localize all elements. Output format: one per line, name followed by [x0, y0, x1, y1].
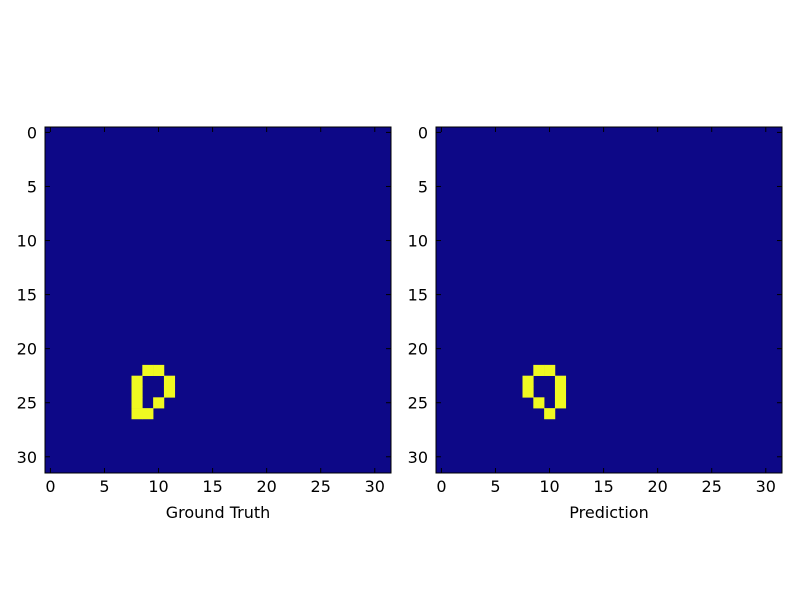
x-tick-label: 0 — [436, 477, 446, 496]
filled-cell-ground-truth — [131, 397, 143, 409]
x-tick-label: 15 — [202, 477, 222, 496]
filled-cell-ground-truth — [163, 375, 176, 387]
plot-area-ground-truth — [45, 127, 391, 473]
x-tick-label: 20 — [256, 477, 276, 496]
filled-cell-ground-truth — [153, 397, 165, 409]
x-tick-label: 15 — [593, 477, 613, 496]
y-tick-label: 10 — [17, 232, 37, 251]
x-tick-label: 10 — [539, 477, 559, 496]
filled-cell-ground-truth — [142, 364, 154, 376]
y-tick-label: 20 — [408, 340, 428, 359]
y-tick-label: 25 — [17, 394, 37, 413]
plot-area-prediction — [436, 127, 782, 473]
filled-cell-prediction — [544, 364, 556, 376]
x-tick-label: 10 — [148, 477, 168, 496]
filled-cell-prediction — [522, 375, 534, 387]
filled-cell-prediction — [533, 397, 545, 409]
y-tick-label: 30 — [408, 448, 428, 467]
x-tick-label: 30 — [756, 477, 776, 496]
filled-cell-ground-truth — [131, 408, 143, 420]
y-tick-label: 25 — [408, 394, 428, 413]
filled-cells-prediction — [522, 364, 567, 420]
filled-cell-prediction — [554, 386, 567, 398]
x-tick-label: 20 — [647, 477, 667, 496]
x-axis-label-ground-truth: Ground Truth — [166, 503, 271, 522]
ticks-ground-truth: 0 5 10 15 20 25 30 0 5 10 15 20 25 30 — [17, 123, 391, 496]
x-axis-label-prediction: Prediction — [569, 503, 648, 522]
y-tick-label: 5 — [27, 177, 37, 196]
filled-cell-ground-truth — [153, 364, 165, 376]
filled-cell-ground-truth — [142, 408, 154, 420]
x-tick-label: 5 — [99, 477, 109, 496]
filled-cell-prediction — [554, 397, 567, 409]
x-tick-label: 25 — [702, 477, 722, 496]
filled-cell-ground-truth — [131, 386, 143, 398]
heatmap-panel-prediction: 0 5 10 15 20 25 30 0 5 10 15 20 25 30 Prediction — [408, 123, 783, 522]
filled-cell-ground-truth — [131, 375, 143, 387]
y-tick-label: 5 — [418, 177, 428, 196]
filled-cell-prediction — [533, 364, 545, 376]
x-tick-label: 30 — [365, 477, 385, 496]
y-tick-label: 0 — [27, 123, 37, 142]
y-tick-label: 10 — [408, 232, 428, 251]
filled-cell-ground-truth — [163, 386, 176, 398]
y-tick-label: 20 — [17, 340, 37, 359]
x-tick-label: 0 — [45, 477, 55, 496]
y-tick-label: 15 — [408, 286, 428, 305]
heatmap-panel-ground-truth: 0 5 10 15 20 25 30 0 5 10 15 20 25 30 Ground Truth — [17, 123, 392, 522]
x-tick-label: 5 — [490, 477, 500, 496]
filled-cell-prediction — [544, 408, 556, 420]
filled-cell-prediction — [522, 386, 534, 398]
filled-cells-ground-truth — [131, 364, 176, 420]
ticks-prediction: 0 5 10 15 20 25 30 0 5 10 15 20 25 30 — [408, 123, 782, 496]
axes-frame-ground-truth — [44, 126, 392, 474]
axes-frame-prediction — [435, 126, 783, 474]
y-tick-label: 0 — [418, 123, 428, 142]
y-tick-label: 15 — [17, 286, 37, 305]
y-tick-label: 30 — [17, 448, 37, 467]
x-tick-label: 25 — [311, 477, 331, 496]
filled-cell-prediction — [554, 375, 567, 387]
